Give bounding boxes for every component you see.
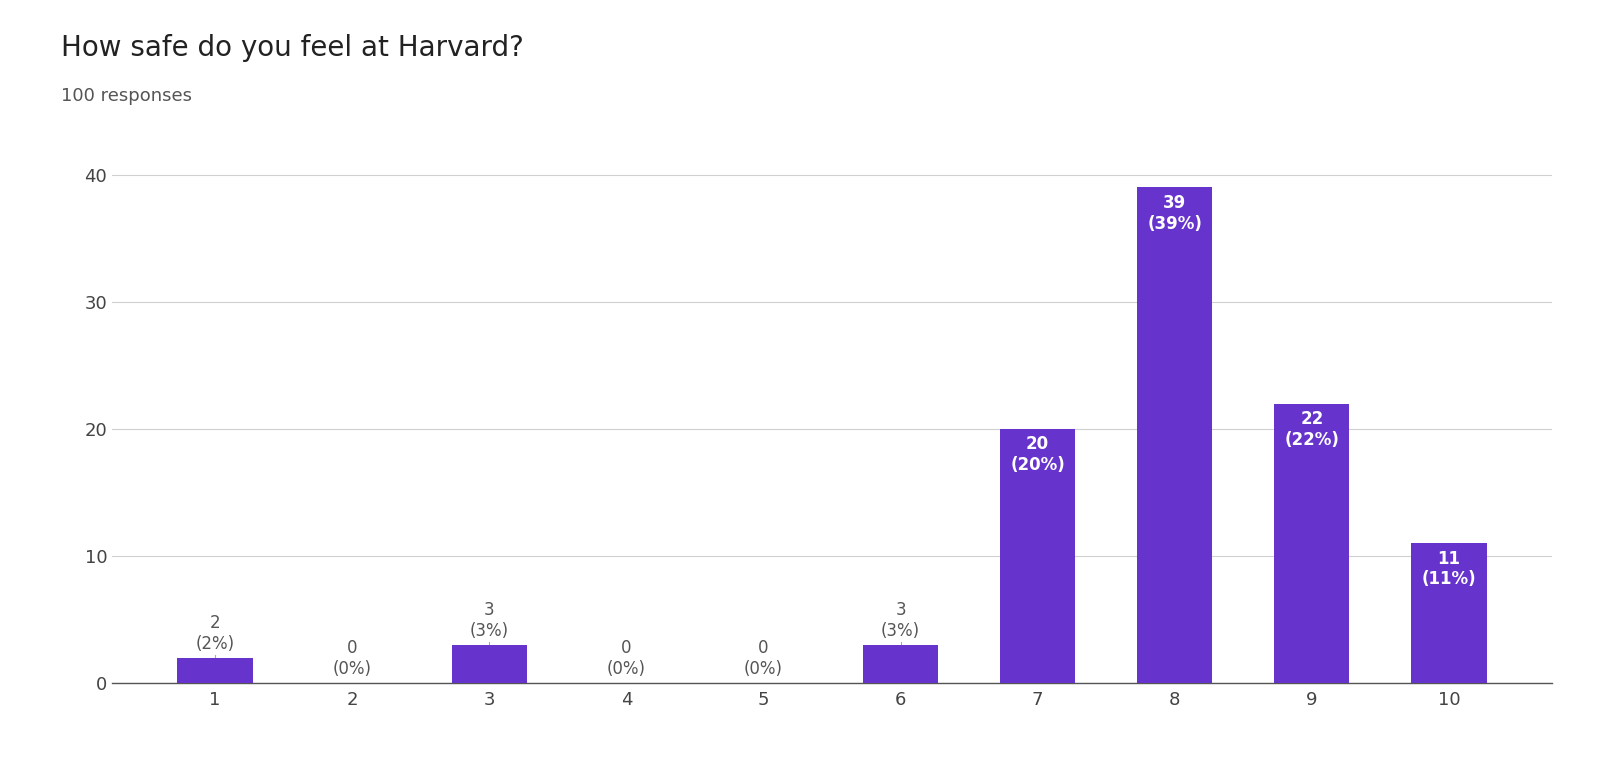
Text: 3
(3%): 3 (3%) xyxy=(470,601,509,640)
Text: 11
(11%): 11 (11%) xyxy=(1421,550,1477,588)
Text: 3
(3%): 3 (3%) xyxy=(882,601,920,640)
Text: 0
(0%): 0 (0%) xyxy=(333,639,371,678)
Text: 2
(2%): 2 (2%) xyxy=(195,614,235,653)
Text: 0
(0%): 0 (0%) xyxy=(606,639,646,678)
Text: How safe do you feel at Harvard?: How safe do you feel at Harvard? xyxy=(61,34,523,62)
Bar xyxy=(1000,429,1075,683)
Bar xyxy=(1138,187,1213,683)
Bar xyxy=(451,645,526,683)
Bar xyxy=(1411,543,1486,683)
Text: 22
(22%): 22 (22%) xyxy=(1285,410,1339,449)
Bar xyxy=(862,645,938,683)
Bar xyxy=(1274,404,1349,683)
Text: 20
(20%): 20 (20%) xyxy=(1010,435,1066,474)
Text: 0
(0%): 0 (0%) xyxy=(744,639,782,678)
Text: 39
(39%): 39 (39%) xyxy=(1147,194,1202,232)
Bar xyxy=(178,658,253,683)
Text: 100 responses: 100 responses xyxy=(61,87,192,106)
